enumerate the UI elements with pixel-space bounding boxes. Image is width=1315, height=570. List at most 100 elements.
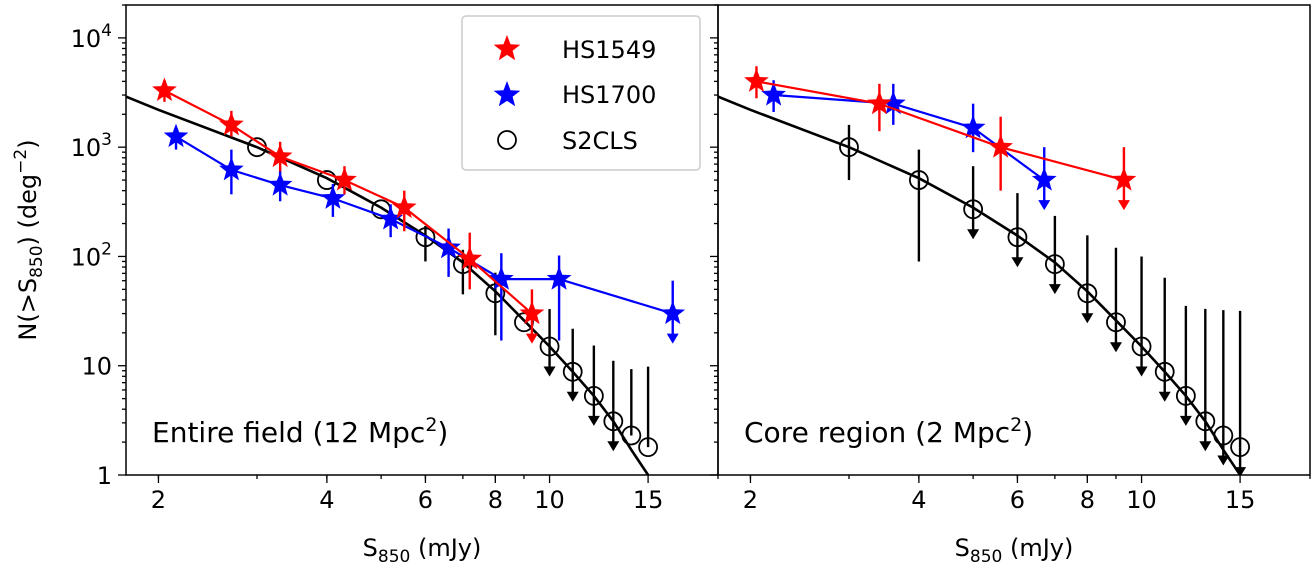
hs1549-point	[1111, 167, 1137, 191]
s2cls-point	[316, 170, 337, 190]
hs1700-upper-limit-arrow	[666, 333, 679, 344]
s2cls-point	[415, 227, 436, 248]
hs1700-point	[761, 82, 786, 106]
s2cls-upper-limit-arrow	[1109, 342, 1122, 353]
hs1549-point	[867, 90, 892, 115]
axes-frame	[717, 4, 1311, 476]
s2cls-upper-limit-arrow	[1081, 313, 1094, 324]
hs1549-point	[267, 143, 293, 168]
s2cls-point	[583, 385, 604, 406]
hs1549-point	[152, 77, 177, 101]
s2cls-upper-limit-arrow	[607, 441, 620, 452]
x-tick-label: 6	[418, 486, 433, 514]
x-tick-label: 4	[911, 486, 926, 514]
y-tick-label: 103	[71, 130, 112, 162]
hs1700-point	[1031, 167, 1057, 191]
hs1700-point	[880, 90, 906, 115]
hs1700-point	[960, 114, 986, 139]
s2cls-point	[603, 411, 624, 432]
legend: HS1549 HS1700 S2CLS	[461, 15, 701, 171]
hs1549-point	[519, 300, 545, 325]
legend-label-hs1700: HS1700	[562, 81, 656, 109]
s2cls-point	[1044, 254, 1065, 275]
s2cls-point	[539, 336, 560, 357]
hs1549-point	[457, 245, 483, 270]
legend-marker-hs1700	[493, 81, 521, 107]
s2cls-upper-limit-arrow	[1048, 284, 1061, 295]
y-tick-label: 102	[71, 239, 112, 271]
s2cls-upper-limit-arrow	[1217, 455, 1230, 466]
x-tick-label: 6	[1010, 486, 1025, 514]
s2cls-point	[839, 137, 859, 158]
s2cls-point	[1230, 437, 1250, 458]
legend-label-hs1549: HS1549	[562, 36, 656, 64]
s2cls-point	[1154, 361, 1175, 382]
hs1549-point	[391, 194, 417, 219]
hs1700-point	[546, 266, 572, 290]
s2cls-upper-limit-arrow	[587, 415, 600, 426]
legend-frame	[461, 15, 701, 171]
hs1549-point	[219, 111, 244, 136]
s2cls-point	[621, 425, 642, 446]
s2cls-point	[1077, 283, 1098, 304]
x-tick-label: 2	[151, 486, 166, 514]
hs1700-point	[660, 300, 686, 325]
s2cls-upper-limit-arrow	[543, 366, 556, 377]
legend-marker-hs1549	[493, 35, 521, 61]
hs1700-point	[320, 185, 346, 209]
s2cls-point	[1131, 336, 1152, 357]
s2cls-point	[963, 199, 984, 220]
s2cls-upper-limit-arrow	[967, 229, 980, 240]
s2cls-upper-limit-arrow	[1234, 467, 1247, 475]
y-tick-label: 104	[71, 21, 112, 53]
s2cls-upper-limit-arrow	[1011, 257, 1024, 268]
s2cls-upper-limit-arrow	[566, 391, 579, 402]
hs1549-point	[332, 167, 357, 191]
hs1700-line	[773, 93, 1045, 181]
x-axis-label-left: S850 (mJy)	[363, 534, 482, 566]
x-tick-label: 8	[488, 486, 503, 514]
x-tick-label: 15	[1225, 486, 1256, 514]
hs1700-upper-limit-arrow	[1038, 200, 1051, 211]
s2cls-point	[1175, 385, 1196, 406]
hs1549-upper-limit-arrow	[525, 333, 538, 344]
x-axis-label-right: S850 (mJy)	[955, 534, 1074, 566]
panel-core-region: 2 4 6 8 10 15	[710, 4, 1311, 514]
panel-label-entire-field: Entire field (12 Mpc2)	[152, 414, 448, 449]
s2cls-point	[1007, 227, 1028, 248]
hs1700-point	[436, 234, 461, 259]
hs1700-point	[489, 266, 514, 290]
s2cls-point	[638, 437, 658, 458]
s2cls-point	[1213, 425, 1234, 446]
legend-label-s2cls: S2CLS	[562, 127, 638, 155]
y-tick-label: 10	[81, 353, 112, 381]
x-tick-label: 2	[743, 486, 758, 514]
y-axis-label: N(>S850) (deg−2)	[11, 139, 47, 340]
hs1700-point	[378, 206, 403, 230]
s2cls-upper-limit-arrow	[1199, 441, 1212, 452]
x-tick-label: 8	[1080, 486, 1095, 514]
x-tick-label: 4	[319, 486, 334, 514]
s2cls-point	[1106, 312, 1126, 333]
hs1549-line	[756, 80, 1125, 182]
panel-label-core-region: Core region (2 Mpc2)	[744, 414, 1033, 449]
s2cls-upper-limit-arrow	[1179, 415, 1192, 426]
legend-marker-s2cls	[497, 130, 517, 150]
s2cls-point	[908, 170, 929, 190]
x-tick-label: 10	[534, 486, 565, 514]
hs1700-point	[163, 123, 189, 148]
y-tick-label: 1	[97, 462, 112, 490]
hs1549-point	[744, 68, 769, 92]
hs1700-point	[219, 156, 244, 181]
x-tick-label: 10	[1126, 486, 1157, 514]
hs1549-upper-limit-arrow	[1117, 200, 1130, 211]
hs1700-point	[267, 172, 293, 196]
s2cls-upper-limit-arrow	[1135, 366, 1148, 377]
s2cls-point	[562, 361, 583, 382]
s2cls-upper-limit-arrow	[1158, 391, 1171, 402]
hs1549-point	[988, 134, 1013, 158]
x-tick-label: 15	[633, 486, 664, 514]
s2cls-point	[1195, 411, 1216, 432]
